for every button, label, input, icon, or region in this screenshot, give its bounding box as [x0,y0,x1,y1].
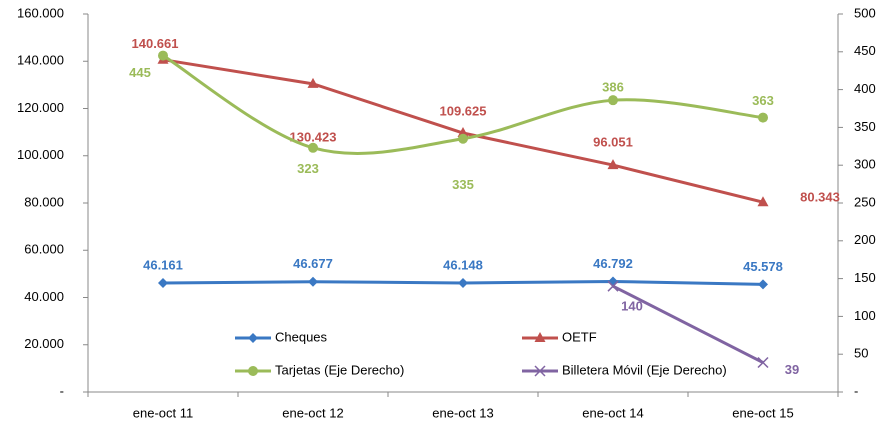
data-point [458,133,468,144]
data-label: 140.661 [132,36,179,51]
data-label: 96.051 [593,135,633,150]
y-tick-label: 120.000 [17,100,64,115]
y2-tick-label: 350 [854,119,876,134]
data-point [158,277,168,288]
data-label: 45.578 [743,259,783,274]
data-label: 46.792 [593,256,633,271]
data-label: 46.161 [143,257,183,272]
y-tick-label: 100.000 [17,147,64,162]
x-tick-label: ene-oct 15 [732,405,793,420]
x-tick-label: ene-oct 14 [582,405,643,420]
x-tick-label: ene-oct 11 [133,405,193,420]
data-point [757,356,769,369]
data-label: 46.677 [293,256,333,271]
data-point [457,127,469,138]
y-tick-label: 60.000 [24,242,64,257]
y-tick-label: 40.000 [24,289,64,304]
x-tick-label: ene-oct 13 [432,405,493,420]
legend-label: Billetera Móvil (Eje Derecho) [562,362,727,377]
y-tick-label: 20.000 [24,336,64,351]
legend-marker [534,365,546,377]
data-point [607,159,619,170]
data-label: 39 [785,362,799,377]
data-point [608,276,618,287]
y2-tick-label: 300 [854,157,876,172]
data-label: 363 [752,93,774,108]
data-point [307,77,319,88]
data-point [757,196,769,207]
data-point [308,276,318,287]
data-point [607,280,619,292]
data-point [608,95,618,106]
data-label: 445 [129,65,151,80]
data-label: 323 [297,161,319,176]
data-label: 130.423 [290,129,337,144]
y2-tick-label: 400 [854,81,876,96]
x-tick-label: ene-oct 12 [282,405,343,420]
data-point [758,279,768,290]
data-label: 46.148 [443,257,483,272]
y2-tick-label: - [854,383,858,398]
y-tick-label: 140.000 [17,53,64,68]
legend-label: OETF [562,329,597,344]
data-label: 140 [621,299,643,314]
data-point [308,142,318,153]
y2-tick-label: 50 [854,346,868,361]
legend-marker [248,333,258,343]
data-label: 80.343 [800,190,840,205]
data-point [458,277,468,288]
y2-tick-label: 250 [854,194,876,209]
data-point [158,50,168,61]
data-label: 335 [452,177,474,192]
y-tick-label: 80.000 [24,194,64,209]
data-point [758,112,768,123]
series-line [612,284,764,364]
data-label: 109.625 [440,103,487,118]
data-label: 386 [602,80,624,95]
y2-tick-label: 450 [854,43,876,58]
legend-marker [248,366,258,376]
legend-marker [534,332,546,342]
y2-tick-label: 500 [854,5,876,20]
legend-label: Cheques [275,329,328,344]
y-tick-label: 160.000 [17,5,64,20]
y2-tick-label: 100 [854,308,876,323]
y-tick-label: - [60,383,64,398]
y2-tick-label: 150 [854,270,876,285]
y2-tick-label: 200 [854,232,876,247]
legend-label: Tarjetas (Eje Derecho) [275,362,404,377]
